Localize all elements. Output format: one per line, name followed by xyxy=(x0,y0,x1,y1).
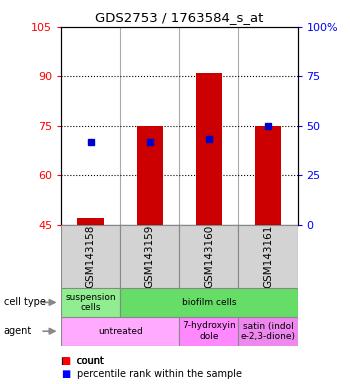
Bar xyxy=(77,218,104,225)
Bar xyxy=(61,225,120,288)
Bar xyxy=(196,73,222,225)
Bar xyxy=(120,288,298,317)
Text: agent: agent xyxy=(4,326,32,336)
Text: GSM143161: GSM143161 xyxy=(263,225,273,288)
Text: GSM143159: GSM143159 xyxy=(145,225,155,288)
Text: 7-hydroxyin
dole: 7-hydroxyin dole xyxy=(182,321,236,341)
Bar xyxy=(255,126,281,225)
Text: untreated: untreated xyxy=(98,327,143,336)
Bar xyxy=(238,225,298,288)
Bar xyxy=(61,317,180,346)
Text: ■: ■ xyxy=(61,356,70,366)
Text: biofilm cells: biofilm cells xyxy=(182,298,236,307)
Text: ■  count: ■ count xyxy=(61,356,104,366)
Text: GSM143158: GSM143158 xyxy=(86,225,96,288)
Text: GSM143160: GSM143160 xyxy=(204,225,214,288)
Text: suspension
cells: suspension cells xyxy=(65,293,116,312)
Bar xyxy=(238,317,298,346)
Text: percentile rank within the sample: percentile rank within the sample xyxy=(77,369,242,379)
Title: GDS2753 / 1763584_s_at: GDS2753 / 1763584_s_at xyxy=(95,11,264,24)
Text: count: count xyxy=(77,356,105,366)
Text: ■: ■ xyxy=(61,369,70,379)
Text: satin (indol
e-2,3-dione): satin (indol e-2,3-dione) xyxy=(240,321,295,341)
Text: cell type: cell type xyxy=(4,297,46,308)
Bar xyxy=(180,317,238,346)
Bar xyxy=(120,225,179,288)
Bar xyxy=(136,126,163,225)
Bar xyxy=(61,288,120,317)
Bar xyxy=(180,225,238,288)
